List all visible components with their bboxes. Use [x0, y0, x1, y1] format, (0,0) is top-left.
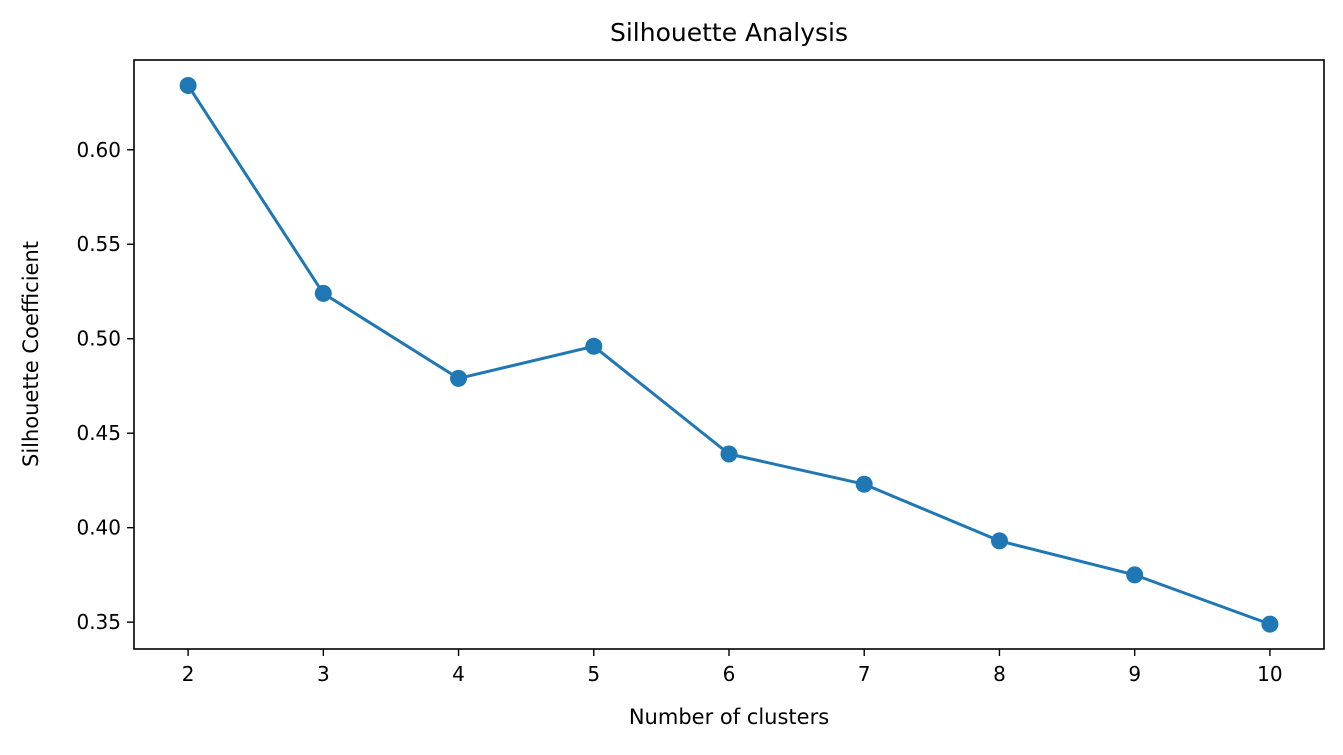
chart-title: Silhouette Analysis [610, 18, 848, 47]
data-point [179, 77, 197, 94]
x-tick-label: 5 [587, 662, 600, 686]
data-point [1261, 615, 1279, 633]
y-tick-label: 0.60 [76, 138, 121, 162]
data-point [314, 284, 332, 302]
x-tick-label: 9 [1128, 662, 1141, 686]
data-point [1126, 566, 1144, 584]
y-tick-label: 0.35 [76, 610, 121, 634]
y-tick-label: 0.55 [76, 232, 121, 256]
data-point [585, 337, 603, 355]
x-tick-label: 2 [182, 662, 195, 686]
x-tick-label: 4 [452, 662, 465, 686]
x-tick-label: 7 [858, 662, 871, 686]
data-point [450, 369, 467, 387]
x-tick-label: 6 [723, 662, 736, 686]
x-tick-label: 3 [317, 662, 330, 686]
x-tick-label: 10 [1257, 662, 1282, 686]
y-axis-label: Silhouette Coefficient [19, 241, 43, 467]
y-tick-label: 0.45 [76, 421, 121, 445]
axes: 2 3 4 5 6 7 8 9 10 0.35 0.40 0.45 0.50 0.55 0.60 [76, 59, 1325, 686]
y-tick-label: 0.40 [76, 516, 121, 540]
x-axis-label: Number of clusters [629, 705, 829, 729]
series-layer [179, 77, 1279, 633]
x-tick-label: 8 [993, 662, 1006, 686]
data-point [720, 445, 738, 463]
data-point [855, 475, 873, 493]
y-tick-label: 0.50 [76, 327, 121, 351]
data-point [991, 532, 1008, 550]
